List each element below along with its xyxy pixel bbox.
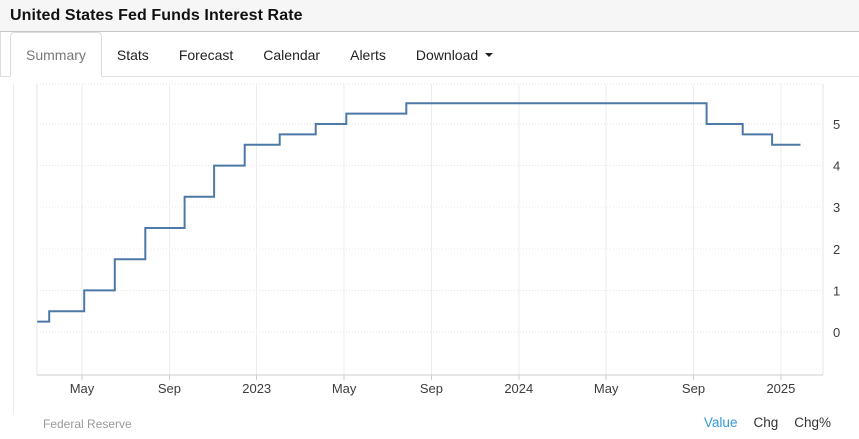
y-axis-label: 1: [833, 283, 840, 298]
title-bar: United States Fed Funds Interest Rate: [0, 0, 859, 32]
tab-alerts-label: Alerts: [350, 46, 386, 63]
table-column-headers: Value Chg Chg%: [704, 415, 831, 430]
x-axis-label: May: [70, 381, 95, 396]
x-axis-label: Sep: [420, 381, 443, 396]
tab-summary-label: Summary: [26, 46, 86, 63]
x-axis-label: Sep: [682, 381, 705, 396]
tab-download-label: Download: [415, 46, 479, 63]
y-axis-label: 4: [833, 159, 840, 174]
y-axis-label: 5: [833, 117, 840, 132]
x-axis-label: May: [332, 381, 357, 396]
tab-calendar[interactable]: Calendar: [248, 32, 335, 77]
column-header-chg[interactable]: Chg: [753, 415, 779, 430]
caret-down-icon: [485, 52, 494, 57]
tab-alerts[interactable]: Alerts: [335, 32, 401, 77]
panel-left-border: [13, 84, 14, 415]
tab-bar: Summary Stats Forecast Calendar Alerts D…: [0, 32, 859, 77]
y-axis-label: 2: [833, 242, 840, 257]
page-title: United States Fed Funds Interest Rate: [10, 6, 303, 24]
y-axis-label: 0: [833, 325, 840, 340]
tab-stats[interactable]: Stats: [102, 32, 164, 77]
tab-forecast-label: Forecast: [178, 46, 234, 63]
x-axis-label: 2023: [242, 381, 271, 396]
x-axis-label: May: [594, 381, 619, 396]
y-axis-label: 3: [833, 200, 840, 215]
rate-step-line: [37, 102, 801, 323]
x-axis-label: 2025: [766, 381, 795, 396]
tab-download[interactable]: Download: [401, 32, 508, 77]
column-header-value[interactable]: Value: [703, 415, 738, 430]
tab-summary[interactable]: Summary: [10, 32, 102, 77]
source-attribution: Federal Reserve: [43, 417, 132, 431]
tab-calendar-label: Calendar: [263, 46, 321, 63]
column-header-chgpct[interactable]: Chg%: [794, 415, 831, 430]
x-axis-label: Sep: [158, 381, 181, 396]
tab-stats-label: Stats: [116, 46, 149, 63]
tab-forecast[interactable]: Forecast: [164, 32, 248, 77]
x-axis-label: 2024: [504, 381, 533, 396]
